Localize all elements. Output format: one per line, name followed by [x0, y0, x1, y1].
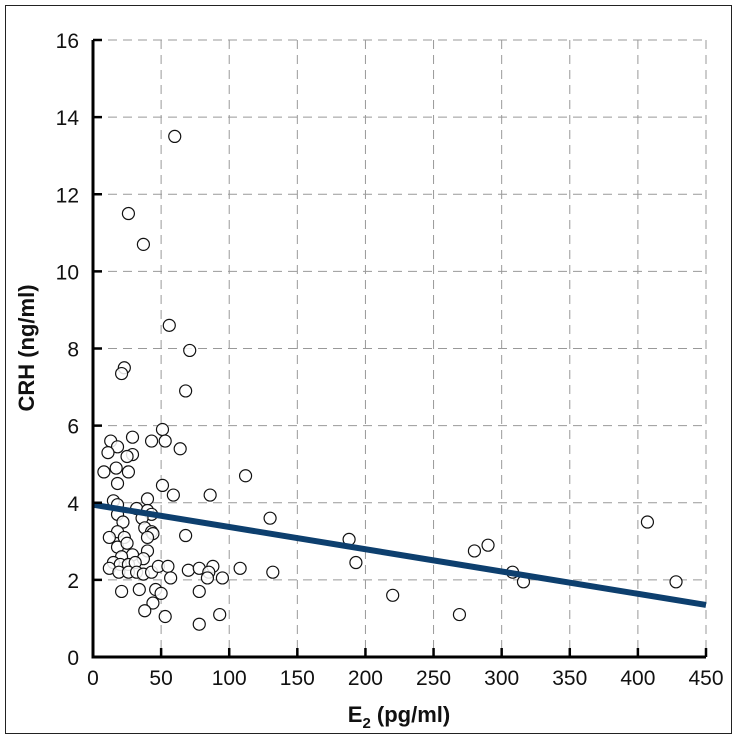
- data-point: [121, 206, 136, 221]
- data-point: [467, 544, 482, 558]
- data-point: [266, 565, 280, 579]
- axes: [91, 38, 708, 659]
- figure-frame: [5, 5, 732, 734]
- y-tick-label: 2: [67, 570, 79, 593]
- data-point: [173, 442, 187, 456]
- data-point: [386, 588, 400, 602]
- data-point: [154, 586, 168, 600]
- data-point: [155, 478, 170, 492]
- data-point: [164, 571, 178, 585]
- data-point: [263, 511, 277, 525]
- data-point: [120, 536, 134, 550]
- data-point: [181, 563, 195, 577]
- y-tick-label: 10: [56, 261, 79, 284]
- data-point: [140, 530, 155, 545]
- trendline-group: [92, 501, 707, 608]
- data-point: [179, 528, 193, 543]
- data-point: [452, 607, 467, 622]
- y-tick-label: 0: [67, 647, 79, 670]
- y-tick-label: 6: [67, 416, 79, 439]
- data-point: [200, 571, 215, 585]
- data-point: [110, 476, 125, 491]
- data-point: [138, 604, 152, 618]
- data-point: [233, 561, 247, 575]
- data-point: [97, 465, 111, 479]
- x-tick-label: 450: [688, 667, 723, 690]
- data-point: [238, 469, 253, 483]
- data-point: [640, 515, 655, 529]
- data-point: [101, 446, 115, 460]
- data-point: [158, 609, 172, 624]
- data-point: [213, 607, 227, 622]
- data-point: [146, 596, 160, 610]
- y-tick-label: 12: [56, 184, 79, 207]
- data-point: [166, 488, 180, 502]
- x-tick-label: 300: [484, 667, 519, 690]
- x-tick-label: 50: [149, 667, 172, 690]
- data-point: [144, 434, 159, 448]
- data-point: [115, 366, 129, 381]
- data-point: [136, 237, 151, 251]
- y-axis-title: CRH (ng/ml): [14, 284, 39, 411]
- regression-line: [92, 501, 707, 608]
- data-point: [183, 343, 197, 358]
- data-point: [162, 318, 176, 332]
- data-points: [97, 129, 683, 631]
- x-tick-label: 350: [552, 667, 587, 690]
- data-point: [215, 571, 230, 585]
- data-point: [120, 449, 134, 464]
- x-tick-label: 0: [87, 667, 99, 690]
- data-point: [115, 584, 129, 599]
- x-tick-label: 250: [416, 667, 451, 690]
- x-tick-label: 100: [212, 667, 247, 690]
- data-point: [168, 129, 182, 144]
- data-point: [669, 575, 683, 589]
- x-tick-label: 150: [280, 667, 315, 690]
- tick-labels: 0 50 100 150 200 250 300 350 400 450 0 2 4 6 8 10 12 14 16: [56, 30, 724, 690]
- y-tick-label: 8: [67, 339, 79, 362]
- data-point: [192, 617, 206, 631]
- data-point: [102, 530, 116, 545]
- x-tick-label: 400: [620, 667, 655, 690]
- data-point: [121, 465, 136, 479]
- data-point: [349, 555, 363, 570]
- data-point: [179, 384, 193, 398]
- data-point: [155, 422, 170, 437]
- data-point: [192, 584, 206, 599]
- y-tick-label: 16: [56, 30, 79, 53]
- data-point: [140, 492, 155, 506]
- y-tick-label: 14: [56, 107, 80, 130]
- data-point: [109, 461, 123, 475]
- grid: [93, 39, 707, 657]
- x-tick-label: 200: [348, 667, 383, 690]
- data-point: [125, 430, 140, 444]
- data-point: [161, 559, 175, 573]
- data-point: [203, 488, 217, 502]
- x-axis-title: E2 (pg/ml): [348, 702, 450, 732]
- data-point: [110, 440, 125, 454]
- data-point: [132, 582, 146, 597]
- y-tick-label: 4: [67, 493, 79, 516]
- data-point: [158, 434, 172, 448]
- data-point: [481, 538, 495, 552]
